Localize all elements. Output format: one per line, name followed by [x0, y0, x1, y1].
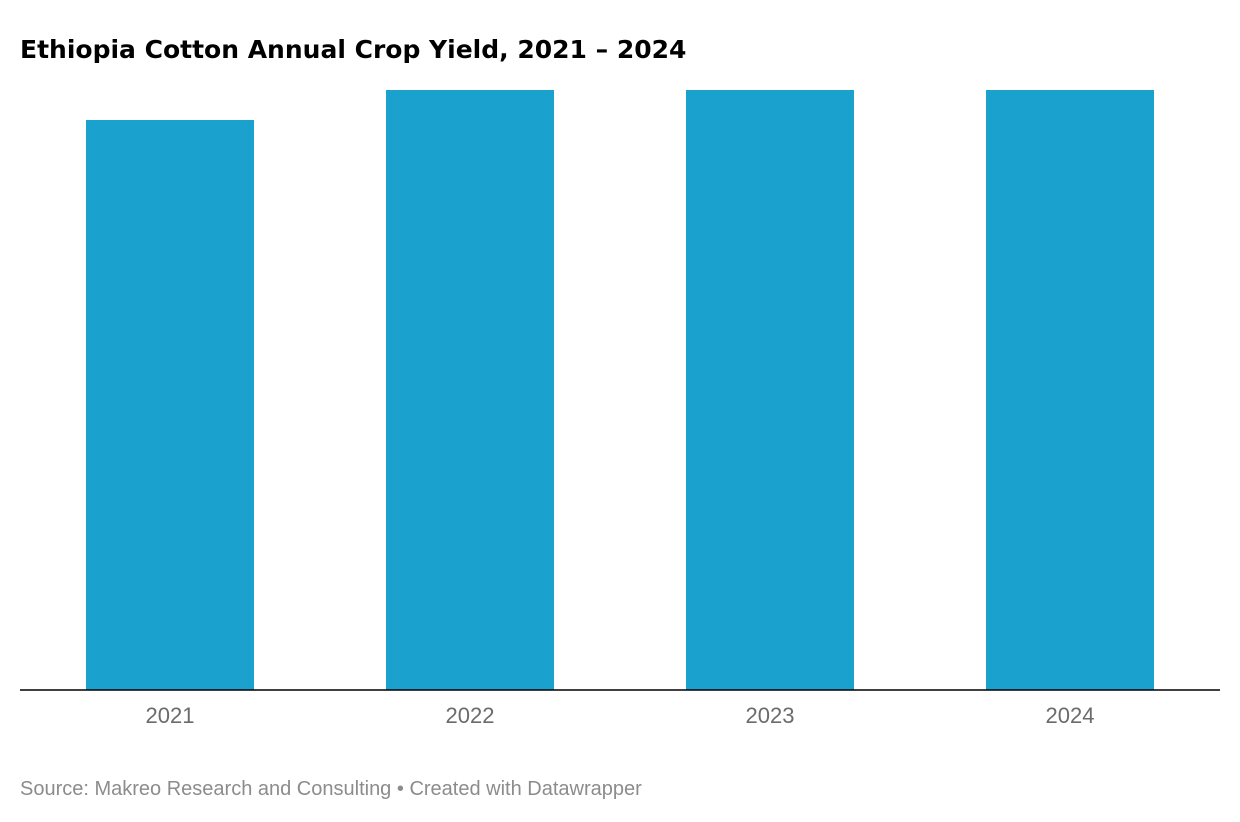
chart-title: Ethiopia Cotton Annual Crop Yield, 2021 … [20, 35, 687, 64]
x-tick-label-2023: 2023 [746, 703, 795, 728]
bar-2023 [686, 90, 854, 690]
bar-2022 [386, 90, 554, 690]
chart-footer: Source: Makreo Research and Consulting •… [20, 776, 642, 802]
bars-group [86, 90, 1154, 690]
bar-2021 [86, 120, 254, 690]
x-tick-label-2021: 2021 [146, 703, 195, 728]
credit-text: Created with Datawrapper [409, 778, 642, 800]
source-text: Source: Makreo Research and Consulting [20, 778, 392, 800]
x-tick-label-2024: 2024 [1046, 703, 1095, 728]
x-tick-label-2022: 2022 [446, 703, 495, 728]
bar-2024 [986, 90, 1154, 690]
x-axis-tick-labels: 2021 2022 2023 2024 [146, 703, 1095, 728]
footer-separator: • [391, 778, 410, 800]
